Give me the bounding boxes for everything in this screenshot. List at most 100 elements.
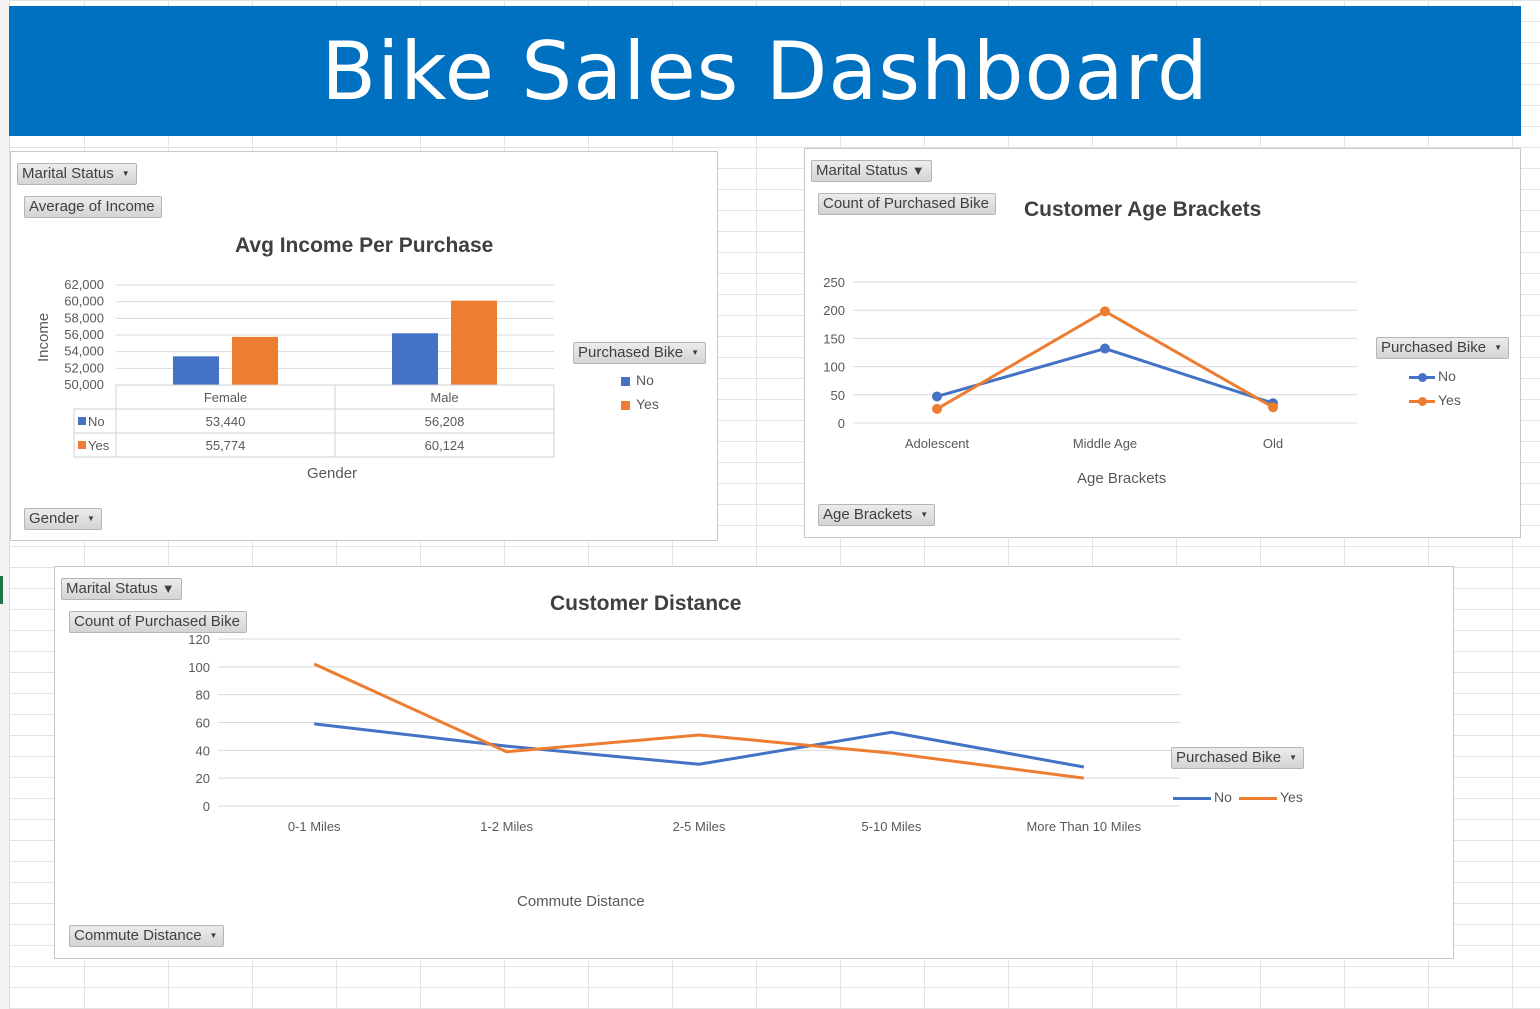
purchased-bike-legend-button[interactable]: Purchased Bike ▼: [573, 342, 706, 364]
point-no-middle-age: [1100, 343, 1110, 354]
x-category-label: Adolescent: [905, 436, 970, 451]
age-brackets-axis-title: Age Brackets: [1077, 470, 1167, 487]
legend-swatch-no: [621, 376, 630, 386]
purchased-bike-label: Purchased Bike: [578, 344, 684, 361]
purchased-bike-label: Purchased Bike: [1381, 339, 1487, 356]
average-of-income-field-button[interactable]: Average of Income: [24, 196, 162, 218]
data-table-swatch-no: [78, 417, 86, 425]
income-chart-title: Avg Income Per Purchase: [235, 234, 494, 257]
gender-field-button[interactable]: Gender ▼: [24, 508, 102, 530]
distance-chart-plot: 120 100 80 60 40 20 0 0-1 Miles 1-2 Miles 2-5 Mil…: [188, 632, 1180, 834]
y-tick-label: 60,000: [64, 294, 104, 309]
category-label: Female: [204, 390, 247, 405]
y-tick-label: 40: [196, 743, 210, 758]
count-of-purchased-bike-field-button[interactable]: Count of Purchased Bike: [69, 611, 247, 633]
legend-item-yes: Yes: [1409, 392, 1461, 408]
income-chart-panel[interactable]: Marital Status ▼ Average of Income Avg In…: [10, 151, 718, 541]
y-tick-label: 62,000: [64, 277, 104, 292]
distance-chart-panel[interactable]: Marital Status ▼ Count of Purchased Bike …: [54, 566, 1454, 959]
x-category-label: Old: [1263, 436, 1283, 451]
x-category-label: More Than 10 Miles: [1026, 819, 1141, 834]
legend-label-yes: Yes: [1438, 392, 1461, 408]
dashboard-banner: Bike Sales Dashboard: [9, 6, 1521, 136]
y-tick-label: 100: [823, 360, 845, 375]
age-brackets-field-button[interactable]: Age Brackets ▼: [818, 504, 936, 526]
y-tick-label: 200: [823, 303, 845, 318]
data-table-value: 56,208: [425, 414, 465, 429]
filter-applied-icon: ▼: [911, 163, 925, 179]
y-tick-label: 150: [823, 331, 845, 346]
y-tick-label: 20: [196, 771, 210, 786]
x-category-label: 1-2 Miles: [480, 819, 533, 834]
y-tick-label: 100: [188, 660, 210, 675]
category-label: Male: [430, 390, 458, 405]
row-header-strip: [0, 0, 10, 1009]
x-category-label: 0-1 Miles: [288, 819, 341, 834]
x-category-label: 5-10 Miles: [861, 819, 921, 834]
dropdown-arrow-icon: ▼: [87, 514, 95, 524]
purchased-bike-label: Purchased Bike: [1176, 749, 1282, 766]
y-tick-label: 50,000: [64, 377, 104, 392]
data-table-swatch-yes: [78, 441, 86, 449]
count-of-purchased-bike-field-button[interactable]: Count of Purchased Bike: [818, 193, 996, 215]
y-tick-label: 80: [196, 688, 210, 703]
legend-line-no: [1173, 796, 1211, 800]
y-tick-label: 50: [831, 388, 845, 403]
y-tick-label: 0: [203, 799, 210, 814]
y-tick-label: 54,000: [64, 344, 104, 359]
y-tick-label: 58,000: [64, 310, 104, 325]
legend-label-no: No: [1214, 789, 1232, 805]
legend-line-yes: [1409, 396, 1435, 406]
age-chart-panel[interactable]: Marital Status ▼ Count of Purchased Bike …: [804, 148, 1521, 538]
count-of-purchased-bike-label: Count of Purchased Bike: [74, 613, 240, 630]
series-line-yes: [313, 662, 1084, 780]
gender-axis-title: Gender: [307, 465, 358, 482]
y-tick-label: 120: [188, 632, 210, 647]
y-tick-label: 0: [838, 416, 845, 431]
dropdown-arrow-icon: ▼: [209, 931, 218, 941]
marital-status-filter-button[interactable]: Marital Status ▼: [61, 578, 182, 600]
data-table-series-label: No: [88, 414, 105, 429]
commute-distance-field-button[interactable]: Commute Distance ▼: [69, 925, 225, 947]
purchased-bike-legend-button[interactable]: Purchased Bike ▼: [1376, 337, 1509, 359]
age-chart-title: Customer Age Brackets: [1024, 198, 1262, 221]
legend-label-no: No: [1438, 368, 1456, 384]
legend-label-no: No: [636, 372, 654, 388]
x-category-label: 2-5 Miles: [673, 819, 726, 834]
y-tick-label: 250: [823, 275, 845, 290]
point-no-adolescent: [932, 391, 942, 402]
commute-distance-label: Commute Distance: [74, 927, 202, 944]
gender-label: Gender: [29, 510, 80, 527]
dropdown-arrow-icon: ▼: [920, 510, 929, 520]
data-table-value: 60,124: [425, 438, 465, 453]
point-yes-old: [1268, 402, 1278, 413]
commute-distance-axis-title: Commute Distance: [517, 893, 645, 910]
distance-chart-title: Customer Distance: [550, 592, 742, 615]
marital-status-filter-button[interactable]: Marital Status ▼: [811, 160, 932, 182]
point-yes-middle-age: [1100, 306, 1110, 317]
legend-line-no: [1409, 372, 1435, 382]
bar-no-female: [173, 356, 219, 385]
marital-status-label: Marital Status: [22, 165, 114, 182]
active-row-indicator: [0, 576, 3, 604]
income-axis-title: Income: [35, 312, 52, 362]
legend-item-yes: Yes: [1239, 789, 1303, 805]
x-category-label: Middle Age: [1073, 436, 1137, 451]
bar-yes-female: [232, 336, 278, 385]
y-tick-label: 56,000: [64, 327, 104, 342]
average-of-income-label: Average of Income: [29, 198, 155, 215]
data-table-value: 55,774: [206, 438, 246, 453]
marital-status-filter-button[interactable]: Marital Status ▼: [17, 163, 137, 185]
point-yes-adolescent: [932, 403, 942, 414]
legend-swatch-yes: [621, 400, 630, 410]
series-line-yes: [936, 309, 1274, 411]
series-line-no: [314, 722, 1085, 769]
bar-no-male: [392, 333, 438, 385]
dashboard-title: Bike Sales Dashboard: [321, 24, 1209, 118]
count-of-purchased-bike-label: Count of Purchased Bike: [823, 195, 989, 212]
filter-applied-icon: ▼: [161, 581, 175, 597]
legend-label-yes: Yes: [636, 396, 659, 412]
purchased-bike-legend-button[interactable]: Purchased Bike ▼: [1171, 747, 1304, 769]
y-tick-label: 52,000: [64, 360, 104, 375]
